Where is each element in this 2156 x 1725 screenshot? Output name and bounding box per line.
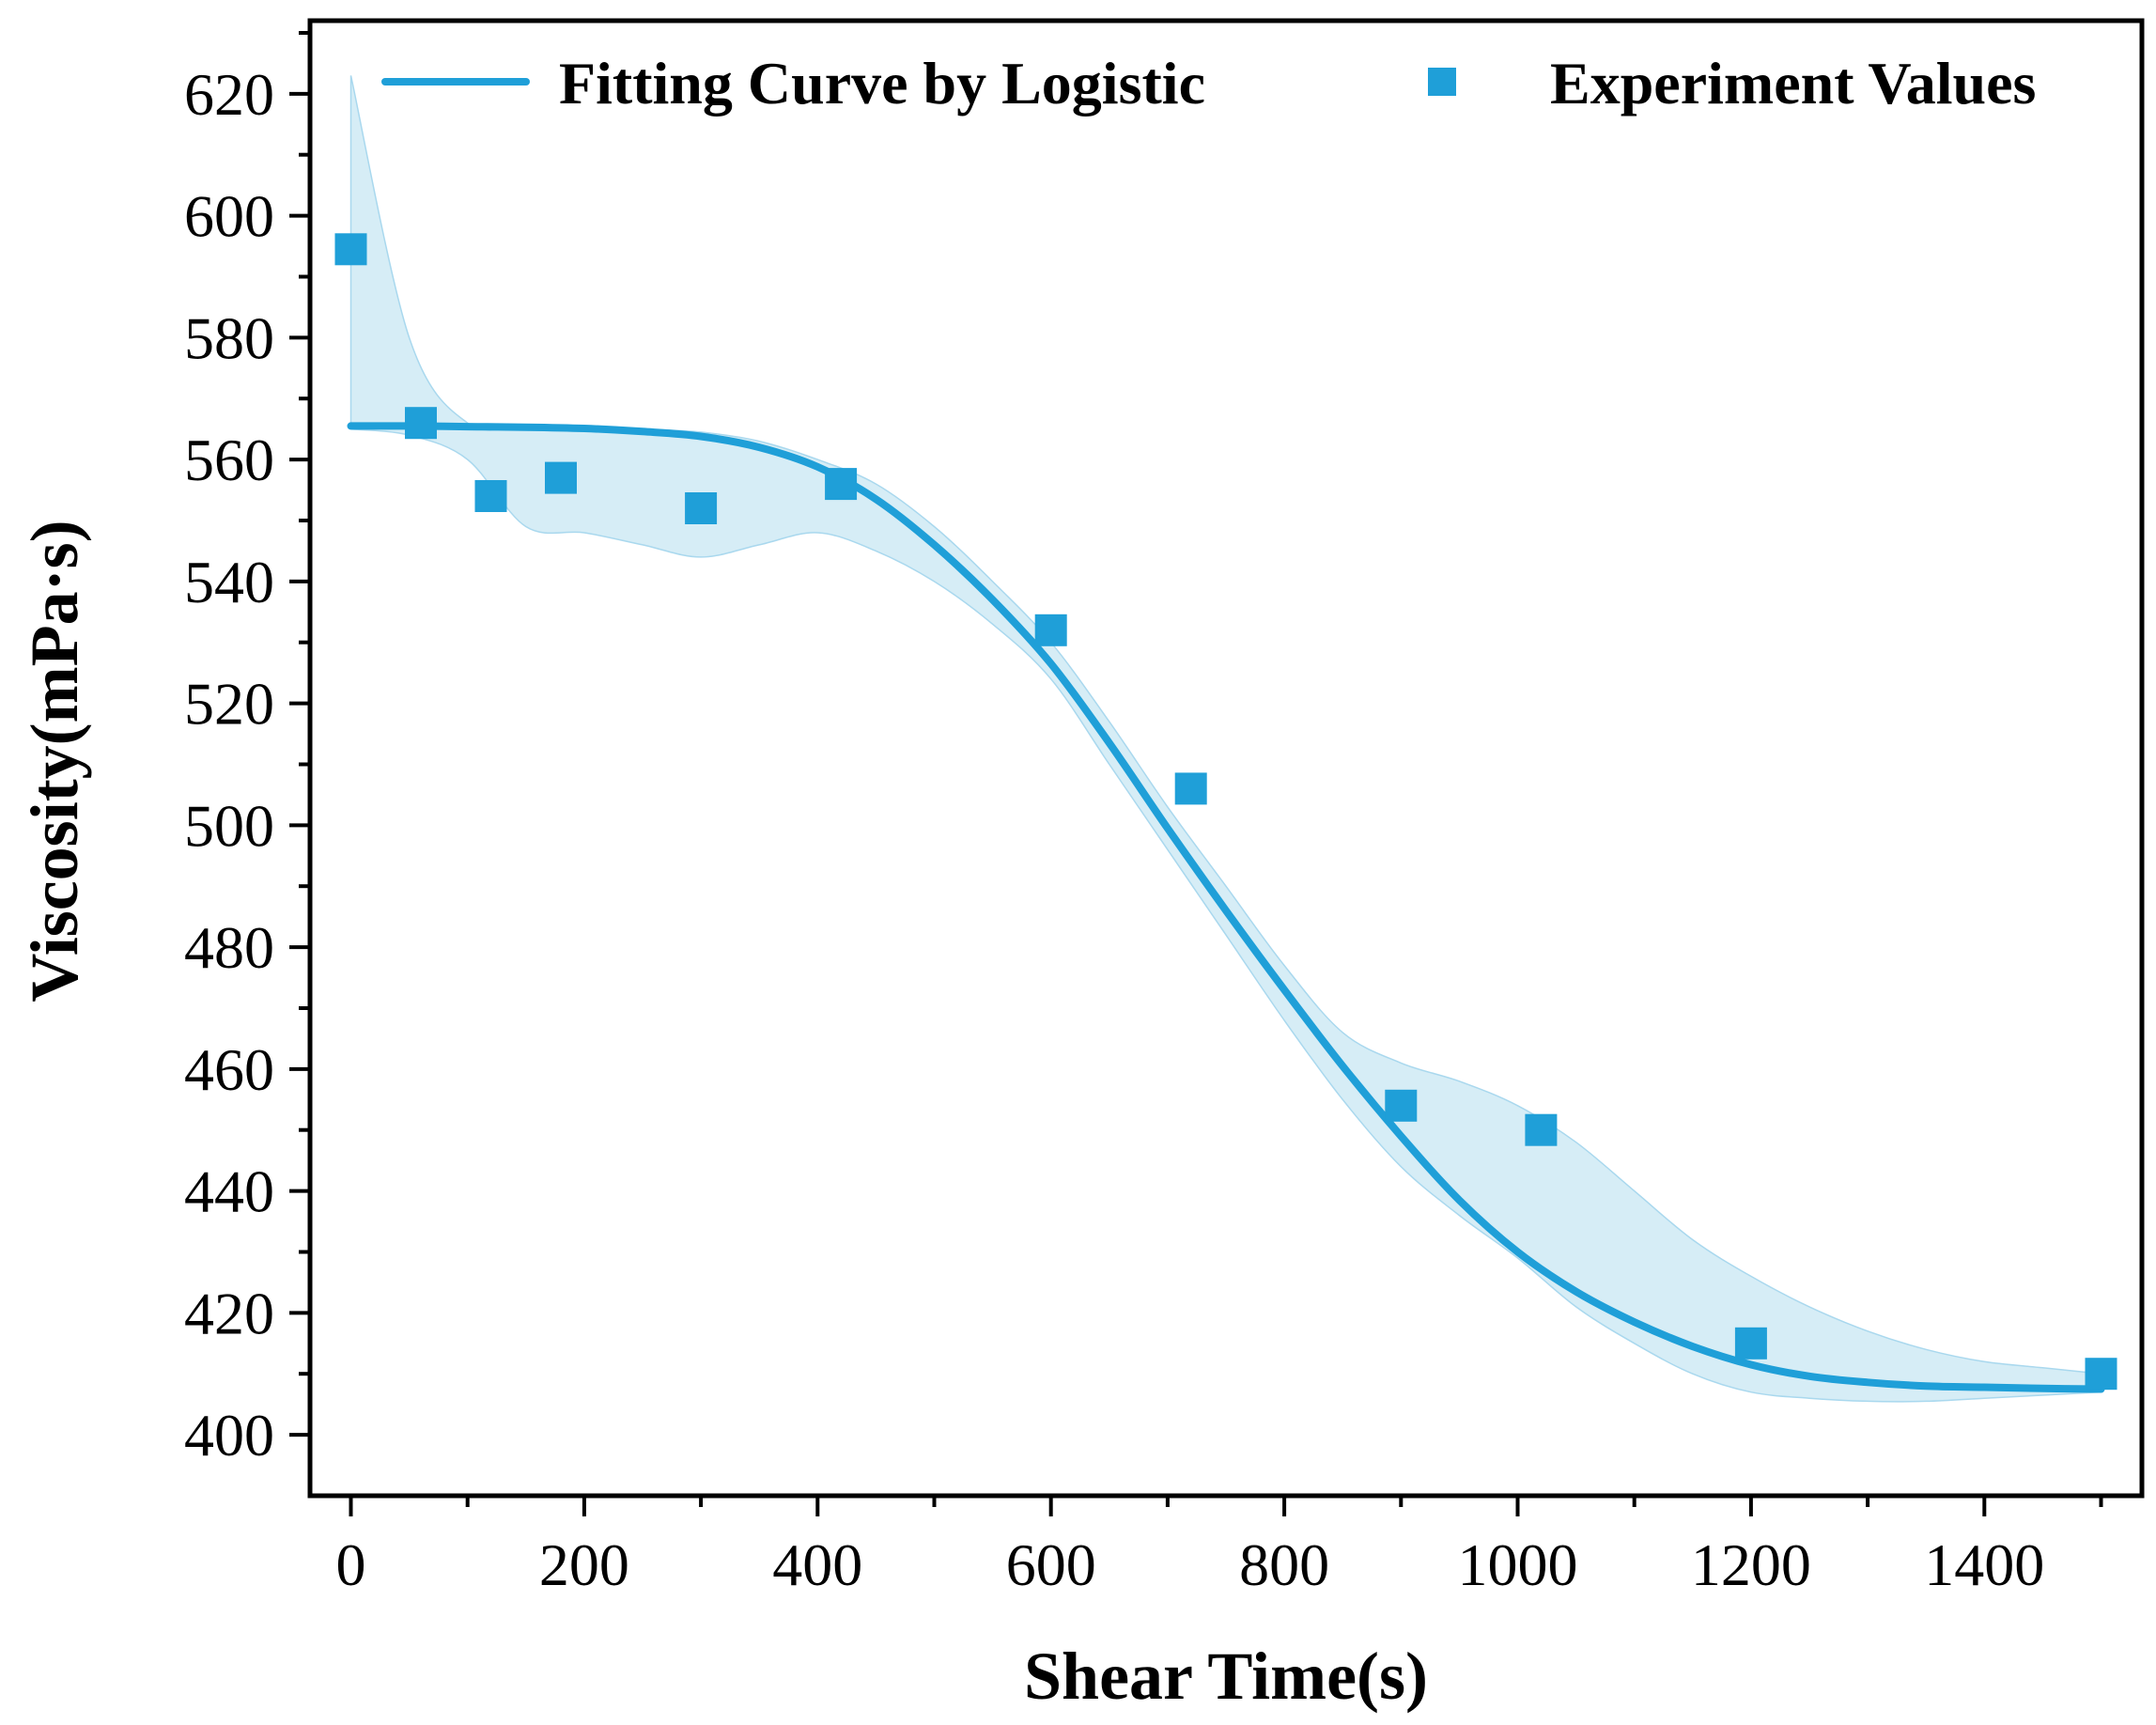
x-tick-label: 400 — [772, 1531, 862, 1598]
experiment-point — [1525, 1113, 1558, 1146]
legend-marker-swatch — [1428, 68, 1456, 96]
experiment-point — [474, 480, 507, 512]
y-ticks: 400 420 440 460 480 500 520 540 560 580 600 620 — [184, 31, 310, 1469]
experiment-point — [1385, 1089, 1418, 1122]
confidence-band — [349, 75, 2102, 1403]
y-tick-label: 400 — [184, 1402, 274, 1469]
legend-marker-label: Experiment Values — [1550, 50, 2036, 117]
x-axis-title: Shear Time(s) — [1024, 1639, 1428, 1714]
marker-layer — [334, 233, 2117, 1391]
experiment-point — [334, 233, 367, 266]
experiment-point — [405, 407, 437, 440]
x-tick-label: 0 — [336, 1531, 366, 1598]
x-ticks: 0 200 400 600 800 1000 1200 1400 — [336, 1496, 2103, 1598]
y-tick-label: 420 — [184, 1280, 274, 1346]
x-tick-label: 1200 — [1691, 1531, 1811, 1598]
fitting-curve-line — [347, 422, 2105, 1393]
experiment-point — [1174, 772, 1207, 805]
legend: Fitting Curve by Logistic Experiment Val… — [381, 50, 2036, 117]
legend-line-label: Fitting Curve by Logistic — [559, 50, 1205, 117]
x-tick-label: 600 — [1006, 1531, 1096, 1598]
y-tick-label: 580 — [184, 304, 274, 371]
experiment-point — [545, 461, 577, 494]
experiment-point — [1034, 614, 1067, 646]
experiment-point — [1734, 1327, 1767, 1360]
x-tick-label: 800 — [1239, 1531, 1329, 1598]
band-layer — [349, 75, 2102, 1403]
y-tick-label: 520 — [184, 671, 274, 738]
x-tick-label: 200 — [539, 1531, 629, 1598]
x-tick-label: 1000 — [1458, 1531, 1578, 1598]
y-tick-label: 440 — [184, 1158, 274, 1225]
experiment-point — [2085, 1358, 2117, 1391]
y-tick-label: 500 — [184, 792, 274, 859]
x-tick-label: 1400 — [1924, 1531, 2044, 1598]
y-tick-label: 600 — [184, 183, 274, 250]
y-tick-label: 560 — [184, 427, 274, 493]
plot-frame — [307, 18, 2145, 1499]
y-tick-label: 480 — [184, 914, 274, 981]
curve-layer — [347, 422, 2105, 1393]
y-tick-label: 540 — [184, 549, 274, 615]
experiment-point — [825, 468, 858, 501]
y-tick-label: 620 — [184, 61, 274, 128]
y-tick-label: 460 — [184, 1036, 274, 1103]
experiment-point — [685, 492, 718, 524]
y-axis-title: Viscosity(mPa·s) — [17, 520, 92, 1002]
